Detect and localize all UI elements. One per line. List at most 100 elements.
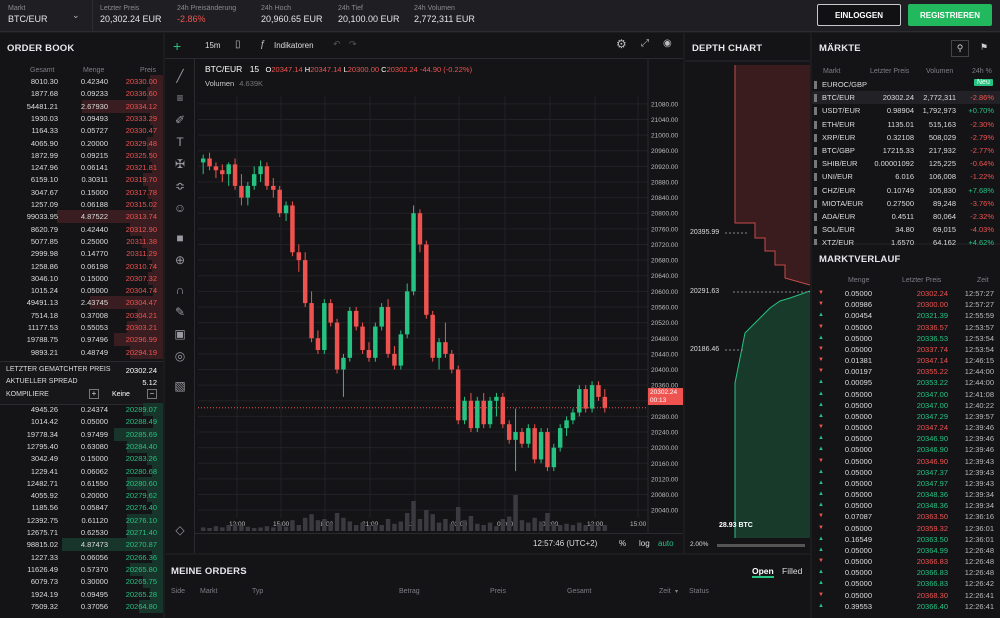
market-row[interactable]: ETH/EUR 1135.01 515,163 -2.30% <box>812 118 1000 131</box>
indicators-button[interactable]: Indikatoren <box>274 41 314 50</box>
ask-row[interactable]: 1164.33 0.05727 20330.47 <box>0 124 163 138</box>
pattern-icon[interactable]: ✠ <box>174 157 186 171</box>
ask-row[interactable]: 99033.95 4.87522 20313.74 <box>0 210 163 224</box>
market-fav-marker[interactable] <box>814 81 817 89</box>
candle-type-icon[interactable]: ▯ <box>235 39 241 50</box>
register-button[interactable]: REGISTRIEREN <box>908 4 992 26</box>
sort-chevron-icon[interactable]: ▾ <box>675 589 679 595</box>
interval-selector[interactable]: 15m <box>205 41 221 50</box>
ask-row[interactable]: 3047.67 0.15000 20317.78 <box>0 185 163 199</box>
market-fav-marker[interactable] <box>814 120 817 129</box>
bid-row[interactable]: 1227.33 0.06056 20266.36 <box>0 550 163 564</box>
ruler-icon[interactable]: ■ <box>176 231 184 245</box>
market-row[interactable]: BTC/EUR 20302.24 2,772,311 -2.86% <box>812 91 1000 105</box>
orders-col-header[interactable]: Typ <box>252 588 264 595</box>
magnet-icon[interactable]: ∩ <box>175 283 185 297</box>
bid-row[interactable]: 1185.56 0.05847 20276.40 <box>0 501 163 515</box>
bid-row[interactable]: 12392.75 0.61120 20276.10 <box>0 513 163 527</box>
text-tool-icon[interactable]: T <box>176 135 184 149</box>
trend-line-icon[interactable]: ╱ <box>176 69 184 83</box>
bid-row[interactable]: 12482.71 0.61550 20280.60 <box>0 476 163 490</box>
indicators-icon[interactable]: ƒ <box>260 39 266 50</box>
fib-icon[interactable]: ≎ <box>174 179 186 193</box>
market-row[interactable]: SOL/EUR 34.80 69,015 -4.03% <box>812 223 1000 236</box>
ask-row[interactable]: 54481.21 2.67930 20334.12 <box>0 99 163 113</box>
compile-plus-button[interactable]: + <box>89 389 99 399</box>
ask-row[interactable]: 1257.09 0.06188 20315.02 <box>0 198 163 211</box>
tab-filled[interactable]: Filled <box>782 566 803 576</box>
bid-row[interactable]: 1229.41 0.06062 20280.68 <box>0 464 163 478</box>
ask-row[interactable]: 11177.53 0.55053 20303.21 <box>0 321 163 334</box>
bid-row[interactable]: 6079.73 0.30000 20265.75 <box>0 575 163 589</box>
market-row[interactable]: XRP/EUR 0.32108 508,029 -2.79% <box>812 131 1000 144</box>
redo-icon[interactable]: ↷ <box>349 39 357 49</box>
orders-col-header[interactable]: Gesamt <box>567 588 592 595</box>
ask-row[interactable]: 7514.18 0.37008 20304.21 <box>0 308 163 322</box>
ask-row[interactable]: 9893.21 0.48749 20294.19 <box>0 345 163 359</box>
ask-row[interactable]: 3046.10 0.15000 20307.32 <box>0 271 163 285</box>
bid-row[interactable]: 12795.40 0.63080 20284.40 <box>0 439 163 453</box>
camera-icon[interactable]: ◉ <box>663 38 672 49</box>
bid-row[interactable]: 3042.49 0.15000 20283.26 <box>0 452 163 466</box>
bid-row[interactable]: 19778.34 0.97499 20285.69 <box>0 427 163 441</box>
market-fav-marker[interactable] <box>814 160 817 169</box>
market-row[interactable]: UNI/EUR 6.016 106,008 -1.22% <box>812 170 1000 183</box>
undo-icon[interactable]: ↶ <box>333 39 341 49</box>
search-icon[interactable]: ⚲ <box>951 40 969 57</box>
market-fav-marker[interactable] <box>814 133 817 142</box>
bid-row[interactable]: 1924.19 0.09495 20265.28 <box>0 587 163 601</box>
market-fav-marker[interactable] <box>814 239 817 248</box>
bid-row[interactable]: 4945.26 0.24374 20289.07 <box>0 403 163 416</box>
bid-row[interactable]: 1014.42 0.05000 20288.49 <box>0 415 163 429</box>
login-button[interactable]: EINLOGGEN <box>817 4 901 26</box>
layers-icon[interactable]: ◇ <box>175 523 185 537</box>
bid-row[interactable]: 7509.32 0.37056 20264.80 <box>0 599 163 613</box>
market-row[interactable]: SHIB/EUR 0.00001092 125,225 -0.64% <box>812 157 1000 170</box>
candlestick-chart[interactable]: 21080.00 21040.00 21000.00 20960.00 20920.00… <box>165 33 683 553</box>
ask-row[interactable]: 49491.13 2.43745 20304.47 <box>0 296 163 310</box>
ask-row[interactable]: 1930.03 0.09493 20333.29 <box>0 111 163 125</box>
market-fav-marker[interactable] <box>814 94 817 103</box>
tab-open[interactable]: Open <box>752 566 774 578</box>
log-toggle[interactable]: log <box>639 539 650 548</box>
market-fav-marker[interactable] <box>814 107 817 116</box>
ask-row[interactable]: 1872.99 0.09215 20325.50 <box>0 148 163 162</box>
bid-row[interactable]: 11626.49 0.57370 20265.80 <box>0 562 163 576</box>
market-row[interactable]: EUROC/GBP Neu <box>812 78 1000 91</box>
ask-row[interactable]: 5077.85 0.25000 20311.38 <box>0 234 163 248</box>
depth-zoom-slider[interactable] <box>717 544 805 547</box>
ask-row[interactable]: 1258.86 0.06198 20310.74 <box>0 259 163 273</box>
market-row[interactable]: CHZ/EUR 0.10749 105,830 +7.68% <box>812 184 1000 197</box>
zoom-icon[interactable]: ⊕ <box>174 253 186 267</box>
depth-chart[interactable] <box>685 33 810 553</box>
market-row[interactable]: XTZ/EUR 1.6570 64,162 +4.62% <box>812 236 1000 249</box>
ask-row[interactable]: 6159.10 0.30311 20319.70 <box>0 173 163 187</box>
market-fav-marker[interactable] <box>814 186 817 195</box>
orders-col-header[interactable]: Markt <box>200 588 218 595</box>
eye-icon[interactable]: ◎ <box>174 349 186 363</box>
orders-col-header[interactable]: Betrag <box>399 588 420 595</box>
market-fav-marker[interactable] <box>814 173 817 182</box>
ask-row[interactable]: 8620.79 0.42440 20312.90 <box>0 222 163 236</box>
market-fav-marker[interactable] <box>814 147 817 155</box>
bid-row[interactable]: 98815.02 4.87473 20270.87 <box>0 538 163 552</box>
market-fav-marker[interactable] <box>814 213 817 221</box>
ask-row[interactable]: 1877.68 0.09233 20336.60 <box>0 87 163 101</box>
market-row[interactable]: MIOTA/EUR 0.27500 89,248 -3.76% <box>812 197 1000 210</box>
horizontal-lines-icon[interactable]: ≡ <box>176 91 184 105</box>
crosshair-icon[interactable]: + <box>173 38 182 54</box>
compile-minus-button[interactable]: − <box>147 389 157 399</box>
ask-row[interactable]: 4065.90 0.20000 20329.48 <box>0 136 163 150</box>
ask-row[interactable]: 2999.98 0.14770 20311.29 <box>0 247 163 261</box>
bid-row[interactable]: 4055.92 0.20000 20279.62 <box>0 489 163 503</box>
auto-toggle[interactable]: auto <box>658 539 674 548</box>
orders-col-header[interactable]: Zeit <box>659 588 671 595</box>
bid-row[interactable]: 12675.71 0.62530 20271.40 <box>0 526 163 539</box>
orders-col-header[interactable]: Side <box>171 588 186 595</box>
ask-row[interactable]: 19788.75 0.97496 20296.99 <box>0 333 163 347</box>
ask-row[interactable]: 1247.96 0.06141 20321.81 <box>0 161 163 175</box>
percent-toggle[interactable]: % <box>619 539 627 548</box>
lock-icon[interactable]: ▣ <box>174 327 186 341</box>
market-row[interactable]: ADA/EUR 0.4511 80,064 -2.32% <box>812 210 1000 223</box>
market-row[interactable]: USDT/EUR 0.98904 1,792,973 +0.70% <box>812 104 1000 117</box>
